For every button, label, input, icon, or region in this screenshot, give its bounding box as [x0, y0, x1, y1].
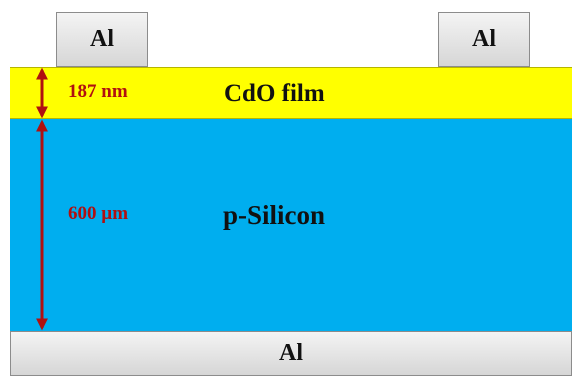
cdo-film-label: CdO film [224, 80, 325, 107]
p-silicon-label: p-Silicon [223, 200, 326, 230]
top-left-al-contact: Al [56, 12, 148, 67]
top-right-al-label: Al [472, 26, 496, 52]
cdo-film-layer [10, 67, 572, 119]
bottom-al-label: Al [279, 340, 303, 366]
cdo-thickness-label: 187 nm [68, 81, 128, 102]
top-left-al-label: Al [90, 26, 114, 52]
top-right-al-contact: Al [438, 12, 530, 67]
silicon-thickness-label: 600 µm [68, 203, 129, 224]
bottom-al-contact: Al [10, 331, 572, 376]
p-silicon-layer [10, 119, 572, 331]
